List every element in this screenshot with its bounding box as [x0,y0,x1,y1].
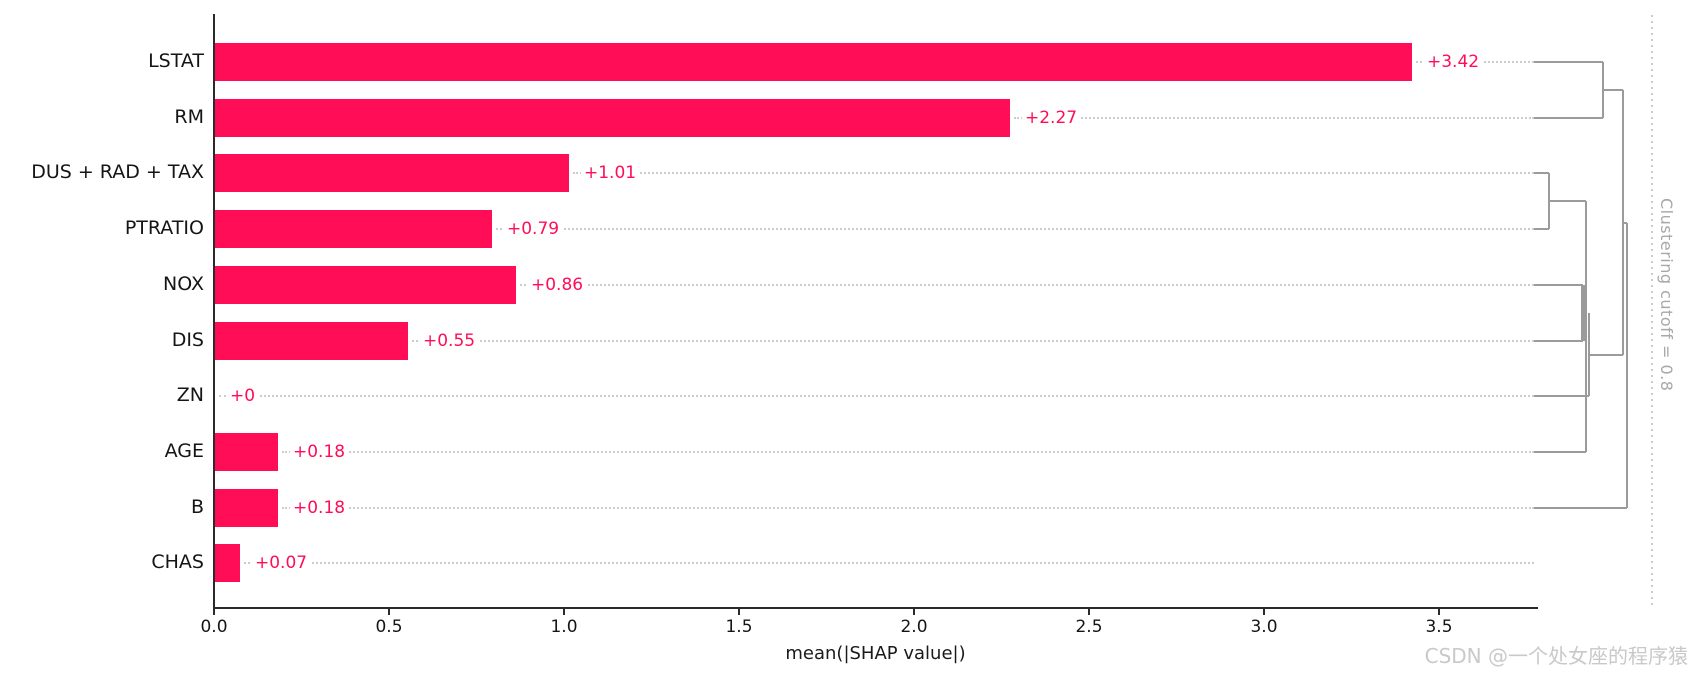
x-tick-mark [1438,609,1440,615]
x-tick-label: 3.0 [1250,617,1278,637]
x-tick-label: 2.5 [1075,617,1103,637]
dotted-leader-line [573,172,1534,174]
x-tick-mark [213,609,215,615]
x-tick-mark [388,609,390,615]
bar-value-label: +0 [227,387,259,406]
bar-value-label: +1.01 [581,164,640,183]
y-tick-label: DIS [171,329,204,351]
x-tick-label: 0.0 [200,617,228,637]
y-tick-label: RM [174,106,204,128]
dotted-leader-line [496,228,1534,230]
x-tick-label: 1.0 [550,617,578,637]
y-tick-label: AGE [164,440,204,462]
bar-value-label: +3.42 [1424,53,1483,72]
dotted-leader-line [412,340,1534,342]
bar-value-label: +0.79 [504,220,563,239]
bar [215,489,278,527]
bar [215,322,408,360]
dotted-leader-line [520,284,1534,286]
y-tick-label: PTRATIO [124,217,204,239]
x-axis-spine [213,607,1538,609]
bar [215,99,1010,137]
y-tick-label: ZN [176,384,204,406]
x-tick-mark [563,609,565,615]
x-tick-mark [913,609,915,615]
dotted-leader-line [219,395,1534,397]
bar-value-label: +0.55 [420,332,479,351]
bar-value-label: +0.86 [528,276,587,295]
y-tick-label: CHAS [151,551,204,573]
dotted-leader-line [244,562,1534,564]
bar [215,43,1412,81]
watermark-text: CSDN @一个处女座的程序猿 [1424,644,1688,668]
y-tick-label: LSTAT [148,50,204,72]
bar [215,154,569,192]
x-tick-mark [1263,609,1265,615]
bar [215,266,516,304]
x-tick-label: 0.5 [375,617,403,637]
y-tick-label: B [190,496,204,518]
bar [215,544,240,582]
x-tick-mark [1088,609,1090,615]
x-tick-label: 2.0 [900,617,928,637]
dotted-leader-line [282,451,1534,453]
bar [215,433,278,471]
clustering-cutoff-label: Clustering cutoff = 0.8 [1657,198,1676,392]
dotted-leader-line [1014,117,1534,119]
bar-value-label: +0.18 [290,499,349,518]
bar-value-label: +2.27 [1022,109,1081,128]
y-tick-label: NOX [163,273,204,295]
bar-value-label: +0.18 [290,443,349,462]
x-tick-label: 1.5 [725,617,753,637]
x-tick-label: 3.5 [1425,617,1453,637]
bar [215,210,492,248]
bar-value-label: +0.07 [252,554,311,573]
x-tick-mark [738,609,740,615]
x-axis-label: mean(|SHAP value|) [785,643,966,664]
dotted-leader-line [282,507,1534,509]
y-axis-spine [213,14,215,608]
y-tick-label: DUS + RAD + TAX [31,161,204,183]
